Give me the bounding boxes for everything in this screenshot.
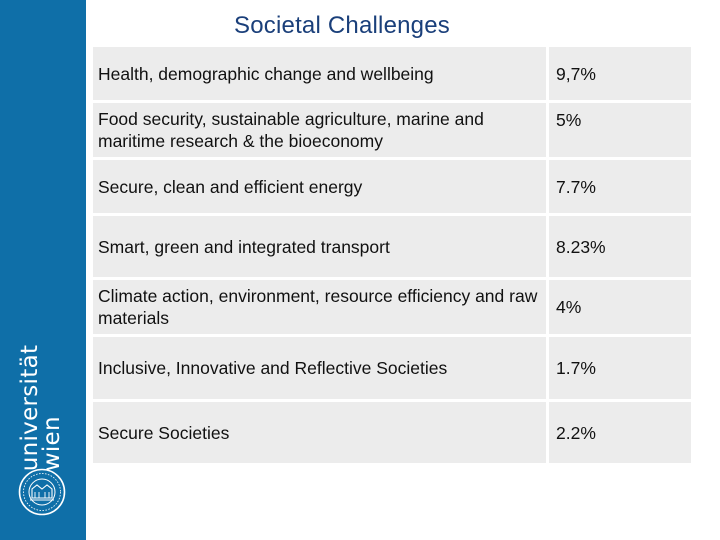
challenge-share: 5% <box>556 110 582 130</box>
challenge-name: Health, demographic change and wellbeing <box>93 47 546 103</box>
university-seal-icon <box>18 468 66 516</box>
challenge-name: Smart, green and integrated transport <box>93 216 546 280</box>
brand-sidebar: universität wien <box>0 0 86 540</box>
challenge-name: Food security, sustainable agriculture, … <box>93 103 546 160</box>
university-logo: universität wien <box>17 344 65 472</box>
table-row: Inclusive, Innovative and Reflective Soc… <box>93 337 691 402</box>
challenge-share: 7.7% <box>546 160 691 216</box>
table-row: Health, demographic change and wellbeing… <box>93 47 691 103</box>
challenge-share-cell: 5% <box>546 103 691 160</box>
table-row: Secure, clean and efficient energy 7.7% <box>93 160 691 216</box>
challenge-name: Secure Societies <box>93 402 546 466</box>
challenge-share: 9,7% <box>546 47 691 103</box>
challenge-share: 8.23% <box>546 216 691 280</box>
societal-challenges-table: Health, demographic change and wellbeing… <box>93 47 691 466</box>
logo-line-2: wien <box>39 416 65 472</box>
page-title: Societal Challenges <box>234 12 450 39</box>
challenge-name: Inclusive, Innovative and Reflective Soc… <box>93 337 546 402</box>
table-row: Climate action, environment, resource ef… <box>93 280 691 337</box>
challenge-share: 4% <box>546 280 691 337</box>
challenge-share: 2.2% <box>546 402 691 466</box>
table-row: Smart, green and integrated transport 8.… <box>93 216 691 280</box>
challenge-name: Secure, clean and efficient energy <box>93 160 546 216</box>
table-row: Food security, sustainable agriculture, … <box>93 103 691 160</box>
logo-line-1: universität <box>17 344 43 472</box>
challenge-name: Climate action, environment, resource ef… <box>93 280 546 337</box>
challenge-share: 1.7% <box>546 337 691 402</box>
table-row: Secure Societies 2.2% <box>93 402 691 466</box>
